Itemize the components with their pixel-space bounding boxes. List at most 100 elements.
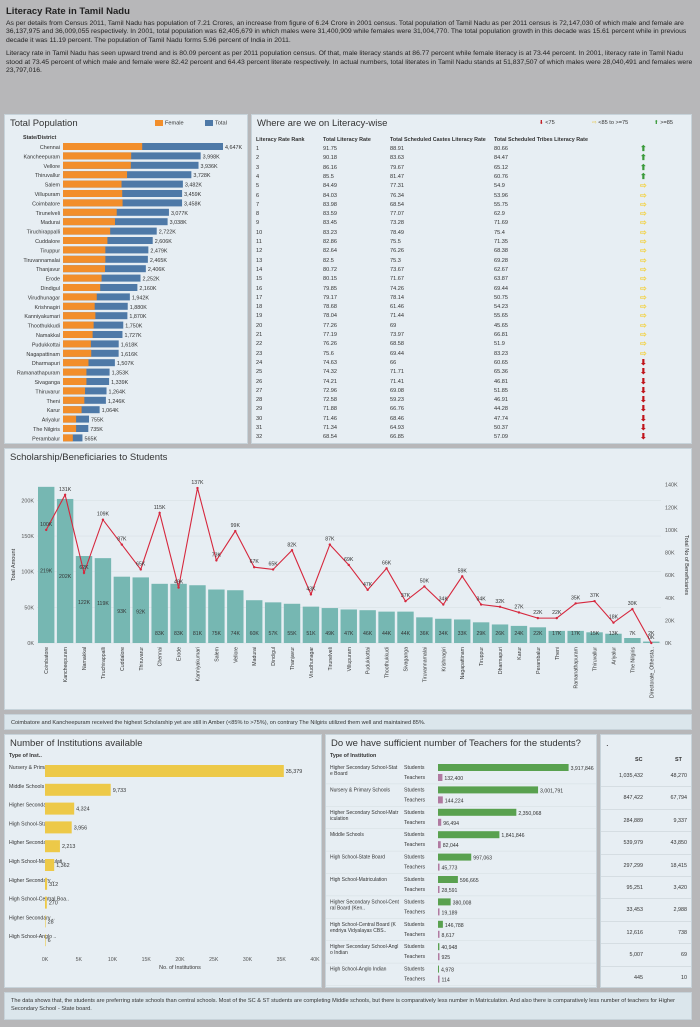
population-female-bar[interactable] [63, 190, 123, 197]
population-total-bar[interactable] [63, 274, 141, 282]
scholarship-amount-bar[interactable] [359, 610, 376, 643]
population-total-bar[interactable] [63, 180, 183, 188]
institution-bar[interactable] [45, 896, 47, 909]
legend-total[interactable]: Total [205, 120, 227, 126]
beneficiaries-point[interactable] [271, 568, 275, 571]
population-total-bar[interactable] [63, 246, 149, 254]
legend-ge85[interactable]: ⬆ >=85 [654, 120, 673, 126]
students-bar[interactable] [438, 831, 500, 839]
scholarship-amount-bar[interactable] [567, 630, 584, 643]
population-female-bar[interactable] [63, 396, 85, 404]
institution-bar[interactable] [45, 783, 111, 796]
population-female-bar[interactable] [63, 434, 73, 442]
beneficiaries-point[interactable] [461, 575, 464, 578]
teachers-bar[interactable] [438, 953, 440, 961]
beneficiaries-point[interactable] [612, 621, 615, 624]
legend-mid[interactable]: ⇨ <85 to >=75 [592, 120, 628, 126]
beneficiaries-point[interactable] [215, 559, 218, 562]
beneficiaries-point[interactable] [593, 599, 596, 603]
population-total-bar[interactable] [63, 359, 115, 367]
students-bar[interactable] [438, 808, 517, 816]
students-bar[interactable] [438, 898, 451, 906]
beneficiaries-point[interactable] [498, 605, 502, 609]
scholarship-amount-bar[interactable] [227, 590, 244, 643]
population-female-bar[interactable] [63, 265, 106, 273]
teachers-bar[interactable] [438, 818, 442, 826]
scholarship-amount-bar[interactable] [38, 486, 55, 643]
population-female-bar[interactable] [63, 349, 92, 357]
beneficiaries-point[interactable] [82, 571, 86, 575]
institution-bar[interactable] [45, 915, 46, 928]
students-bar[interactable] [438, 965, 439, 973]
scholarship-amount-bar[interactable] [113, 576, 131, 643]
beneficiaries-point[interactable] [517, 611, 521, 614]
scholarship-amount-bar[interactable] [264, 602, 282, 643]
beneficiaries-point[interactable] [309, 593, 313, 596]
institution-bar[interactable] [45, 934, 46, 947]
beneficiaries-point[interactable] [139, 568, 142, 571]
population-female-bar[interactable] [63, 227, 111, 235]
beneficiaries-point[interactable] [234, 529, 237, 533]
scholarship-amount-bar[interactable] [94, 558, 112, 643]
population-female-bar[interactable] [63, 246, 106, 254]
beneficiaries-point[interactable] [574, 602, 577, 605]
beneficiaries-point[interactable] [158, 511, 161, 515]
scholarship-amount-bar[interactable] [548, 630, 565, 643]
population-female-bar[interactable] [63, 152, 132, 160]
population-total-bar[interactable] [63, 190, 183, 197]
beneficiaries-point[interactable] [366, 588, 369, 592]
beneficiaries-point[interactable] [631, 607, 634, 611]
population-female-bar[interactable] [63, 237, 108, 244]
beneficiaries-point[interactable] [442, 603, 445, 606]
students-bar[interactable] [438, 764, 569, 771]
teachers-bar[interactable] [438, 975, 440, 983]
population-female-bar[interactable] [63, 208, 117, 216]
scholarship-amount-bar[interactable] [624, 638, 641, 643]
scholarship-amount-bar[interactable] [75, 556, 93, 643]
students-bar[interactable] [438, 853, 472, 861]
students-bar[interactable] [438, 876, 458, 883]
population-female-bar[interactable] [63, 255, 106, 263]
scholarship-amount-bar[interactable] [283, 603, 301, 643]
institution-bar[interactable] [45, 802, 75, 815]
teachers-bar[interactable] [438, 930, 440, 938]
scholarship-amount-bar[interactable] [208, 589, 225, 643]
teachers-bar[interactable] [438, 886, 440, 893]
scholarship-amount-bar[interactable] [246, 600, 263, 643]
population-total-bar[interactable] [63, 331, 123, 338]
population-total-bar[interactable] [63, 255, 148, 263]
population-female-bar[interactable] [63, 199, 123, 207]
scholarship-amount-bar[interactable] [416, 617, 433, 643]
beneficiaries-point[interactable] [101, 518, 105, 521]
scholarship-amount-bar[interactable] [321, 608, 339, 643]
institution-bar[interactable] [45, 765, 284, 777]
population-female-bar[interactable] [63, 415, 77, 423]
population-female-bar[interactable] [63, 293, 97, 301]
population-female-bar[interactable] [63, 359, 89, 367]
scholarship-amount-bar[interactable] [340, 609, 357, 643]
population-total-bar[interactable] [63, 218, 168, 226]
population-female-bar[interactable] [63, 180, 122, 188]
beneficiaries-point[interactable] [385, 567, 388, 570]
population-total-bar[interactable] [63, 237, 153, 244]
teachers-bar[interactable] [438, 863, 440, 871]
scholarship-amount-bar[interactable] [454, 619, 471, 643]
scholarship-amount-bar[interactable] [510, 625, 528, 643]
population-female-bar[interactable] [63, 312, 96, 320]
institution-bar[interactable] [45, 840, 60, 853]
scholarship-amount-bar[interactable] [586, 632, 603, 643]
population-female-bar[interactable] [63, 425, 77, 432]
population-female-bar[interactable] [63, 368, 87, 376]
scholarship-amount-bar[interactable] [472, 622, 490, 643]
population-female-bar[interactable] [63, 321, 94, 329]
beneficiaries-point[interactable] [290, 549, 294, 552]
institution-bar[interactable] [45, 877, 48, 890]
scholarship-amount-bar[interactable] [605, 633, 622, 643]
scholarship-amount-bar[interactable] [302, 606, 320, 643]
students-bar[interactable] [438, 920, 443, 928]
beneficiaries-point[interactable] [253, 566, 256, 569]
beneficiaries-point[interactable] [177, 586, 180, 589]
teachers-bar[interactable] [438, 796, 443, 804]
population-female-bar[interactable] [63, 143, 143, 150]
legend-female[interactable]: Female [155, 120, 184, 126]
